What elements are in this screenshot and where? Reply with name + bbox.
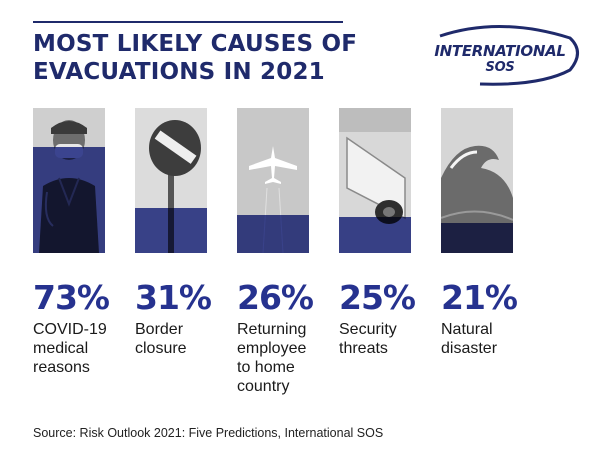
cause-label: Natural disaster xyxy=(441,321,498,357)
percent-fill-bar xyxy=(441,222,513,253)
percent-fill-bar xyxy=(33,147,105,253)
title-rule xyxy=(33,21,343,23)
percent-value: 73% xyxy=(33,278,110,317)
covid-photo xyxy=(33,108,105,253)
cause-column-covid: 73% COVID-19 medical reasons xyxy=(33,108,110,418)
percent-fill-bar xyxy=(237,215,309,253)
percent-fill-bar xyxy=(135,208,207,253)
cause-column-returning: 26% Returning employee to home country xyxy=(237,108,314,418)
logo-line-1: INTERNATIONAL xyxy=(434,42,566,60)
security-photo xyxy=(339,108,411,253)
cause-column-border: 31% Border closure xyxy=(135,108,212,418)
percent-value: 31% xyxy=(135,278,212,317)
airplane-photo xyxy=(237,108,309,253)
percent-value: 25% xyxy=(339,278,416,317)
percent-fill-bar xyxy=(339,216,411,253)
logo-line-2: SOS xyxy=(485,60,515,75)
cause-label: Returning employee to home country xyxy=(237,321,307,395)
border-photo xyxy=(135,108,207,253)
percent-value: 21% xyxy=(441,278,518,317)
logo-swoosh xyxy=(439,25,579,86)
cause-label: COVID-19 medical reasons xyxy=(33,321,107,376)
cause-label: Security threats xyxy=(339,321,397,357)
international-sos-logo: INTERNATIONAL SOS xyxy=(420,22,580,90)
cause-column-security: 25% Security threats xyxy=(339,108,416,418)
disaster-photo xyxy=(441,108,513,253)
percent-value: 26% xyxy=(237,278,314,317)
cause-label: Border closure xyxy=(135,321,187,357)
source-note: Source: Risk Outlook 2021: Five Predicti… xyxy=(33,426,384,440)
cause-column-natural: 21% Natural disaster xyxy=(441,108,518,418)
chart-title: MOST LIKELY CAUSES OF EVACUATIONS IN 202… xyxy=(33,31,358,85)
bar-columns: 73% COVID-19 medical reasons 31% Border … xyxy=(33,108,563,418)
